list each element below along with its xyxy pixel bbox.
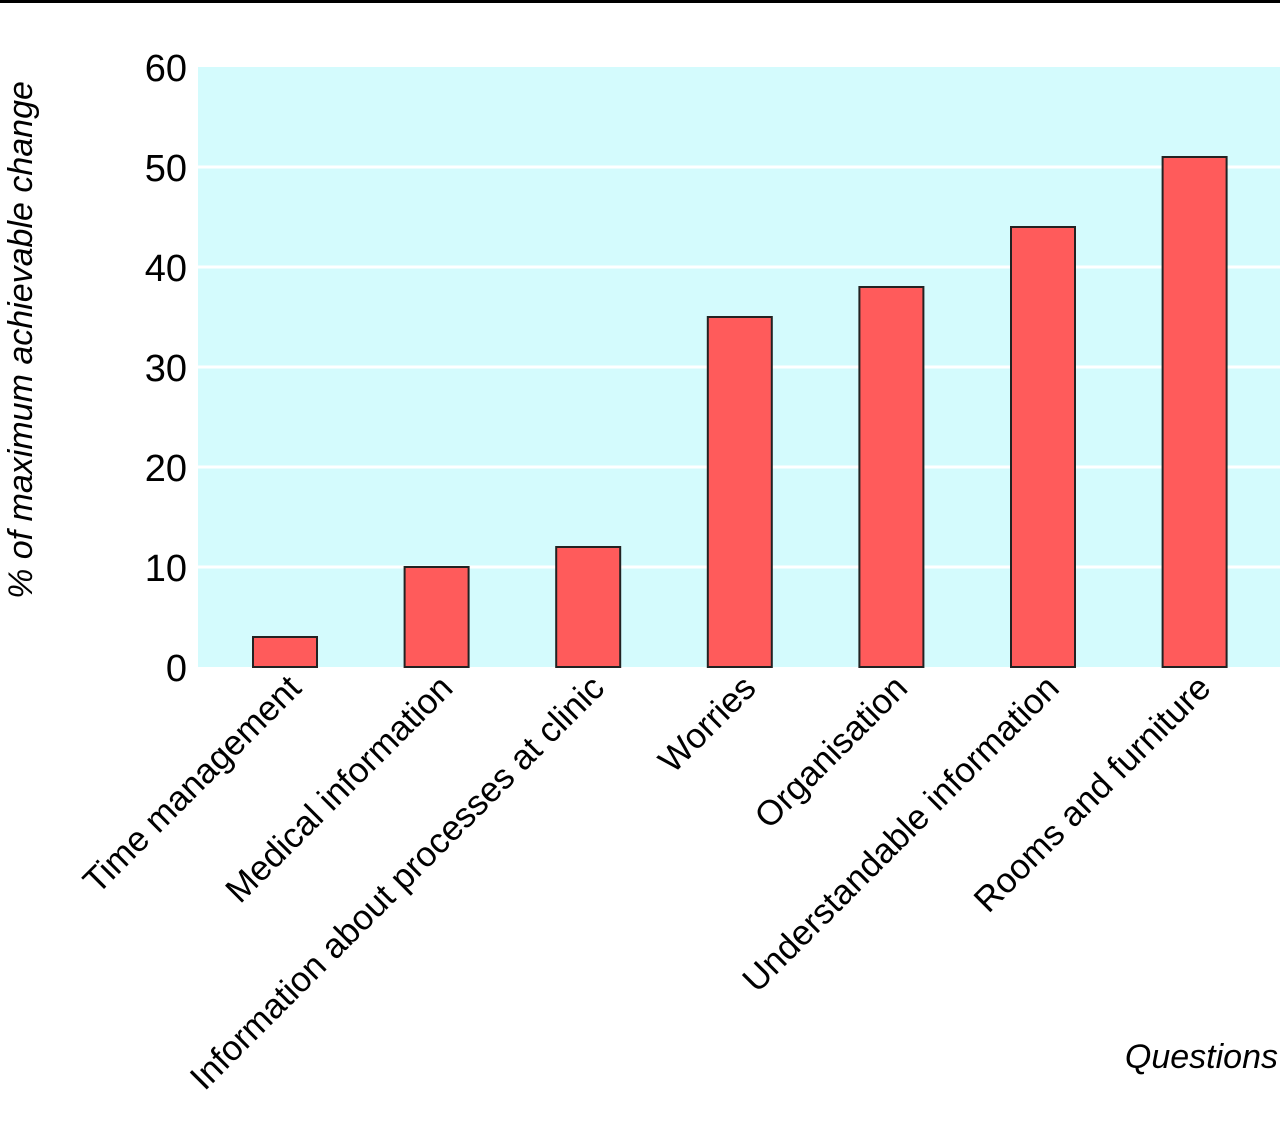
bar <box>403 566 470 668</box>
y-tick-label: 20 <box>145 448 187 490</box>
bar <box>706 316 773 668</box>
x-axis-title: Questions <box>1125 1038 1278 1076</box>
y-tick-label: 30 <box>145 348 187 390</box>
bar <box>858 286 925 668</box>
bar <box>1161 156 1228 668</box>
x-category-label: Worries <box>651 668 763 780</box>
bars <box>252 156 1228 668</box>
bar <box>555 546 622 668</box>
y-tick-label: 10 <box>145 548 187 590</box>
y-tick-label: 50 <box>145 148 187 190</box>
x-category-label: Understandable information <box>735 668 1067 1000</box>
y-tick-label: 40 <box>145 248 187 290</box>
y-tick-label: 0 <box>166 648 187 690</box>
y-axis-title: % of maximum achievable change <box>2 81 40 599</box>
x-category-label: Organisation <box>747 668 915 836</box>
top-rule <box>0 0 1280 3</box>
bar <box>1010 226 1076 668</box>
bar <box>252 636 318 668</box>
y-axis-ticks: 0 10 20 30 40 50 60 <box>145 48 187 690</box>
y-tick-label: 60 <box>145 48 187 90</box>
